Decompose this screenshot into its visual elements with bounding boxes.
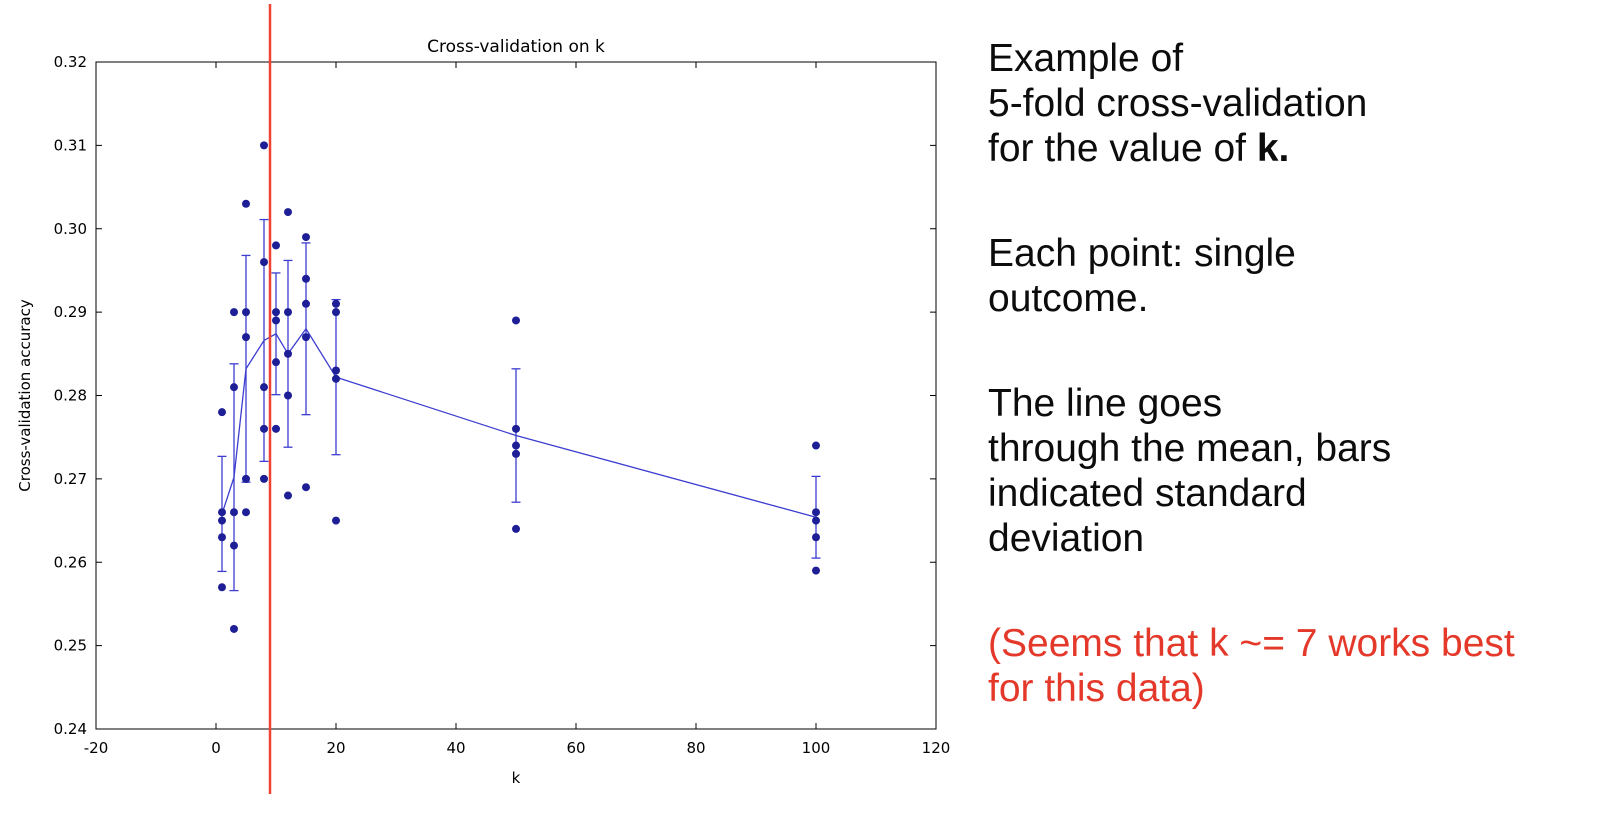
scatter-points: [218, 141, 820, 633]
fold-accuracy-point: [512, 449, 520, 458]
fold-accuracy-point: [272, 358, 280, 367]
fold-accuracy-point: [260, 141, 268, 150]
y-axis-label: Cross-validation accuracy: [16, 299, 34, 492]
fold-accuracy-point: [218, 408, 226, 417]
y-tick-label: 0.29: [54, 303, 87, 321]
fold-accuracy-point: [812, 441, 820, 450]
y-tick-label: 0.25: [54, 637, 87, 655]
fold-accuracy-point: [812, 566, 820, 575]
x-tick-label: 40: [446, 739, 465, 757]
y-axis-ticks: 0.24 0.25 0.26 0.27 0.28 0.29 0.30 0.31 0.32: [54, 53, 936, 738]
note-line: indicated standard: [988, 472, 1307, 515]
mean-line: [221, 327, 817, 518]
note-example: Example of 5-fold cross-validation for t…: [988, 36, 1603, 171]
fold-accuracy-point: [812, 516, 820, 525]
fold-accuracy-point: [230, 508, 238, 517]
x-tick-label: 80: [686, 739, 705, 757]
note-line: The line goes: [988, 382, 1223, 425]
fold-accuracy-point: [512, 424, 520, 433]
note-line: through the mean, bars: [988, 427, 1392, 470]
note-line: (Seems that k ~= 7 works best: [988, 622, 1515, 665]
fold-accuracy-point: [512, 524, 520, 533]
cross-validation-chart: -20 0 20 40 60 80 100 1200.240.250.260.270.280.…: [16, 4, 951, 794]
fold-accuracy-point: [230, 308, 238, 317]
y-tick-label: 0.27: [54, 470, 87, 488]
fold-accuracy-point: [332, 374, 340, 383]
note-each-point: Each point: single outcome.: [988, 231, 1603, 321]
fold-accuracy-point: [302, 274, 310, 283]
fold-accuracy-point: [302, 333, 310, 342]
fold-accuracy-point: [812, 533, 820, 542]
fold-accuracy-point: [332, 299, 340, 308]
fold-accuracy-point: [230, 383, 238, 392]
fold-accuracy-point: [812, 508, 820, 517]
fold-accuracy-point: [218, 508, 226, 517]
k-emphasis: k.: [1256, 127, 1290, 170]
note-line: Each point: single: [988, 232, 1296, 275]
chart-title: Cross-validation on k: [427, 37, 605, 57]
fold-accuracy-point: [302, 483, 310, 492]
y-tick-label: 0.31: [54, 136, 87, 154]
fold-accuracy-point: [242, 474, 250, 483]
fold-accuracy-point: [242, 333, 250, 342]
cross-validation-figure: -20 0 20 40 60 80 100 120 0.24 0.25 0.26 0.27 0.28 0.…: [16, 4, 951, 794]
y-tick-label: 0.28: [54, 387, 87, 405]
x-tick-label: 60: [566, 739, 585, 757]
fold-accuracy-point: [284, 208, 292, 217]
note-line: outcome.: [988, 277, 1149, 320]
fold-accuracy-point: [218, 583, 226, 592]
fold-accuracy-point: [260, 383, 268, 392]
fold-accuracy-point: [272, 316, 280, 325]
x-axis-label: k: [512, 769, 521, 787]
fold-accuracy-point: [272, 241, 280, 250]
fold-accuracy-point: [284, 308, 292, 317]
note-line: Example of: [988, 37, 1184, 80]
fold-accuracy-point: [332, 516, 340, 525]
x-tick-label: 100: [802, 739, 831, 757]
fold-accuracy-point: [512, 441, 520, 450]
notes-panel: Example of 5-fold cross-validation for t…: [988, 36, 1603, 771]
fold-accuracy-point: [260, 258, 268, 267]
fold-accuracy-point: [242, 199, 250, 208]
note-line-meaning: The line goes through the mean, bars ind…: [988, 381, 1603, 561]
y-tick-label: 0.24: [54, 720, 87, 738]
note-line: for the value of: [988, 127, 1246, 170]
fold-accuracy-point: [260, 474, 268, 483]
fold-accuracy-point: [284, 491, 292, 500]
note-line: deviation: [988, 517, 1145, 560]
fold-accuracy-point: [512, 316, 520, 325]
x-tick-label: 0: [211, 739, 221, 757]
fold-accuracy-point: [242, 508, 250, 517]
fold-accuracy-point: [284, 349, 292, 358]
fold-accuracy-point: [218, 516, 226, 525]
fold-accuracy-point: [230, 541, 238, 550]
fold-accuracy-point: [302, 299, 310, 308]
fold-accuracy-point: [218, 533, 226, 542]
y-tick-label: 0.30: [54, 220, 87, 238]
fold-accuracy-point: [230, 624, 238, 633]
x-tick-label: -20: [84, 739, 109, 757]
x-axis-ticks: -20 0 20 40 60 80 100 120: [84, 62, 951, 757]
note-line: for this data): [988, 667, 1205, 710]
fold-accuracy-point: [242, 308, 250, 317]
fold-accuracy-point: [284, 391, 292, 400]
fold-accuracy-point: [302, 233, 310, 242]
x-tick-label: 120: [922, 739, 951, 757]
fold-accuracy-point: [272, 308, 280, 317]
y-tick-label: 0.26: [54, 553, 87, 571]
note-line: 5-fold cross-validation: [988, 82, 1368, 125]
fold-accuracy-point: [260, 424, 268, 433]
fold-accuracy-point: [272, 424, 280, 433]
note-conclusion: (Seems that k ~= 7 works best for this d…: [988, 621, 1603, 711]
y-tick-label: 0.32: [54, 53, 87, 71]
x-tick-label: 20: [326, 739, 345, 757]
fold-accuracy-point: [332, 308, 340, 317]
fold-accuracy-point: [332, 366, 340, 375]
